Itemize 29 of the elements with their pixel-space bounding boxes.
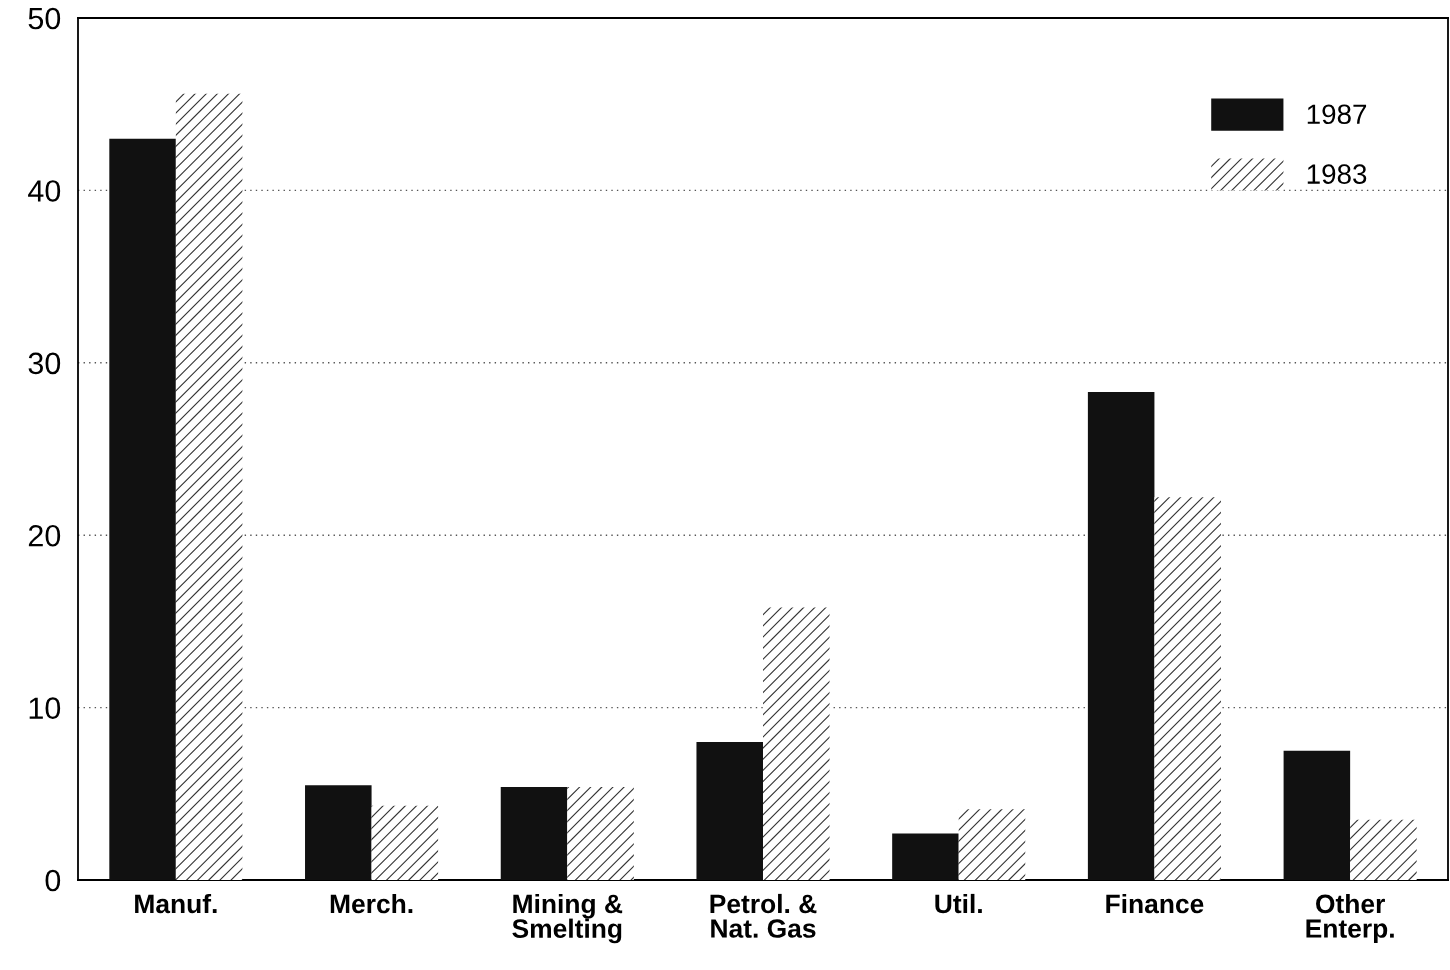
x-tick-label: Manuf. [135, 893, 217, 914]
x-tick-label: Other Enterp. [1306, 893, 1394, 944]
bar [1154, 497, 1221, 880]
y-tick-label: 50 [28, 7, 61, 30]
y-tick-label: 30 [28, 352, 61, 375]
x-tick-label: Petrol. & Nat. Gas [710, 893, 817, 938]
bar [371, 805, 439, 880]
bar [763, 607, 830, 880]
bar [500, 786, 568, 880]
x-tick-label: Merch. [330, 893, 413, 914]
bar [567, 786, 634, 880]
y-tick-label: 20 [28, 524, 61, 547]
legend-label: 1983 [1307, 164, 1367, 184]
bar [892, 833, 959, 880]
bar [305, 785, 372, 880]
x-tick-label: Util. [935, 893, 982, 914]
bar [175, 93, 243, 880]
bar [1350, 819, 1417, 880]
y-tick-label: 40 [28, 180, 61, 202]
x-tick-label: Finance [1106, 893, 1204, 914]
bar [958, 809, 1026, 880]
bar [696, 742, 763, 880]
bar [1283, 750, 1351, 880]
y-tick-label: 10 [29, 697, 61, 719]
y-tick-label: 0 [45, 869, 61, 892]
bar [109, 138, 176, 880]
legend-label: 1987 [1307, 104, 1367, 125]
bar [1087, 392, 1155, 880]
x-tick-label: Mining & Smelting [512, 893, 623, 944]
